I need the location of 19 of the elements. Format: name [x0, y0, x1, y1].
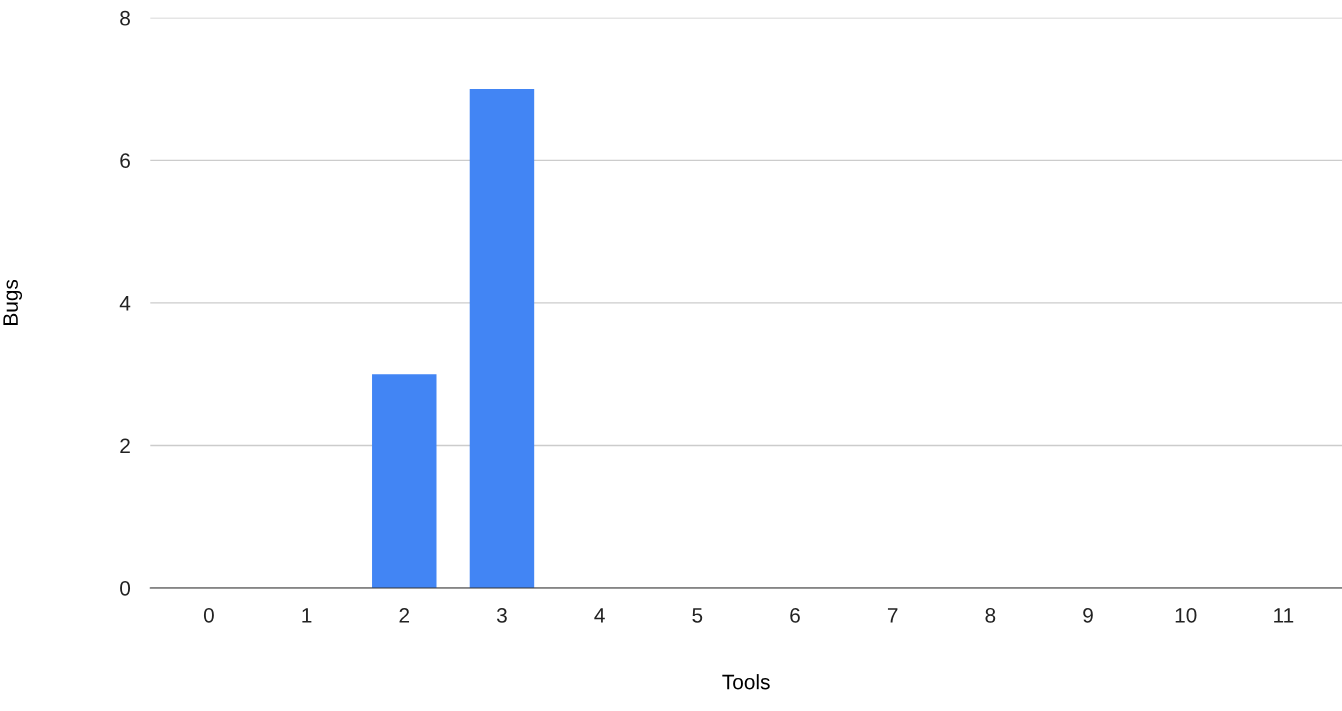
x-tick-label: 1 — [302, 608, 312, 623]
y-tick-label: 4 — [119, 296, 131, 311]
y-tick-label: 2 — [120, 438, 130, 453]
x-tick-label: 2 — [399, 607, 410, 623]
y-axis-title: Bugs — [3, 279, 23, 325]
x-tick-label: 0 — [203, 607, 214, 623]
x-tick-label: 8 — [985, 607, 996, 623]
x-axis-title: Tools — [722, 674, 770, 690]
y-tick-label: 6 — [120, 153, 130, 169]
x-tick-label: 11 — [1274, 608, 1294, 623]
x-tick-label: 9 — [1083, 607, 1093, 623]
x-tick-label: 5 — [692, 608, 703, 623]
y-tick-label: 0 — [120, 581, 131, 596]
x-tick-label: 6 — [790, 607, 800, 623]
x-tick-label: 7 — [887, 608, 898, 623]
x-tick-label: 10 — [1175, 607, 1197, 623]
x-tick-label: 4 — [594, 608, 605, 623]
x-tick-label: 3 — [496, 607, 507, 623]
y-tick-label: 8 — [120, 10, 130, 26]
